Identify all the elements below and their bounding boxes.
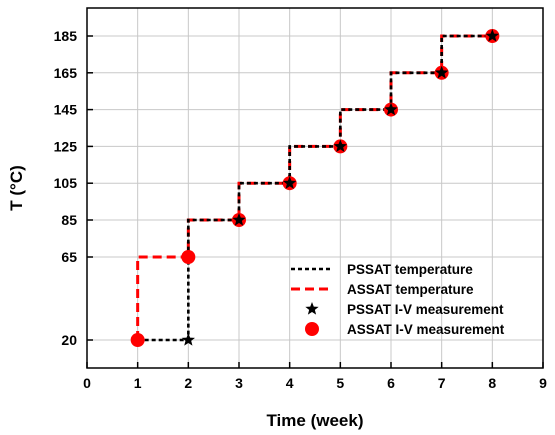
x-tick-label: 0 [83, 375, 91, 391]
x-axis-title: Time (week) [266, 411, 363, 430]
y-tick-label: 20 [61, 332, 77, 348]
pssat-iv-point [435, 65, 449, 79]
assat-iv-point [181, 250, 196, 264]
pssat-iv-point [384, 102, 398, 116]
pssat-iv-point [485, 29, 499, 42]
y-tick-label: 185 [54, 28, 78, 44]
series-lines [136, 34, 493, 342]
pssat-iv-point [283, 176, 297, 189]
y-tick-label: 85 [61, 212, 77, 228]
measurement-markers [130, 29, 500, 347]
x-tick-label: 3 [235, 375, 243, 391]
pssat-iv-point [181, 333, 195, 346]
legend-swatch-assat-i-v-measurement [305, 322, 319, 336]
pssat-iv-point [232, 213, 246, 226]
y-tick-label: 145 [54, 102, 78, 118]
x-tick-label: 6 [387, 375, 395, 391]
y-tick-label: 105 [54, 175, 78, 191]
x-tick-label: 1 [134, 375, 142, 391]
legend-label-assat-i-v-measurement: ASSAT I-V measurement [347, 322, 505, 337]
y-tick-label: 165 [54, 65, 78, 81]
assat-iv-point [130, 333, 145, 347]
legend-label-assat-temperature: ASSAT temperature [347, 282, 474, 297]
legend-label-pssat-temperature: PSSAT temperature [347, 262, 473, 277]
plot-frame [86, 7, 544, 369]
y-axis-title: T (°C) [7, 165, 26, 211]
x-tick-label: 5 [336, 375, 344, 391]
y-tick-label: 65 [61, 249, 77, 265]
axis-ticks: 0 1 2 3 4 5 6 7 8 9 20 65 85 105 125 145 165 185 [54, 28, 547, 391]
y-tick-label: 125 [54, 138, 78, 154]
x-tick-label: 2 [184, 375, 192, 391]
legend-swatch-pssat-i-v-measurement [305, 302, 319, 315]
pssat-iv-point [333, 139, 347, 153]
legend: PSSAT temperature ASSAT temperature PSSAT … [291, 262, 505, 337]
x-tick-label: 9 [539, 375, 547, 391]
x-tick-label: 8 [488, 375, 496, 391]
x-tick-label: 7 [438, 375, 446, 391]
series-line-pssat-temperature [137, 34, 493, 342]
legend-label-pssat-i-v-measurement: PSSAT I-V measurement [347, 302, 504, 317]
x-tick-label: 4 [286, 375, 294, 391]
